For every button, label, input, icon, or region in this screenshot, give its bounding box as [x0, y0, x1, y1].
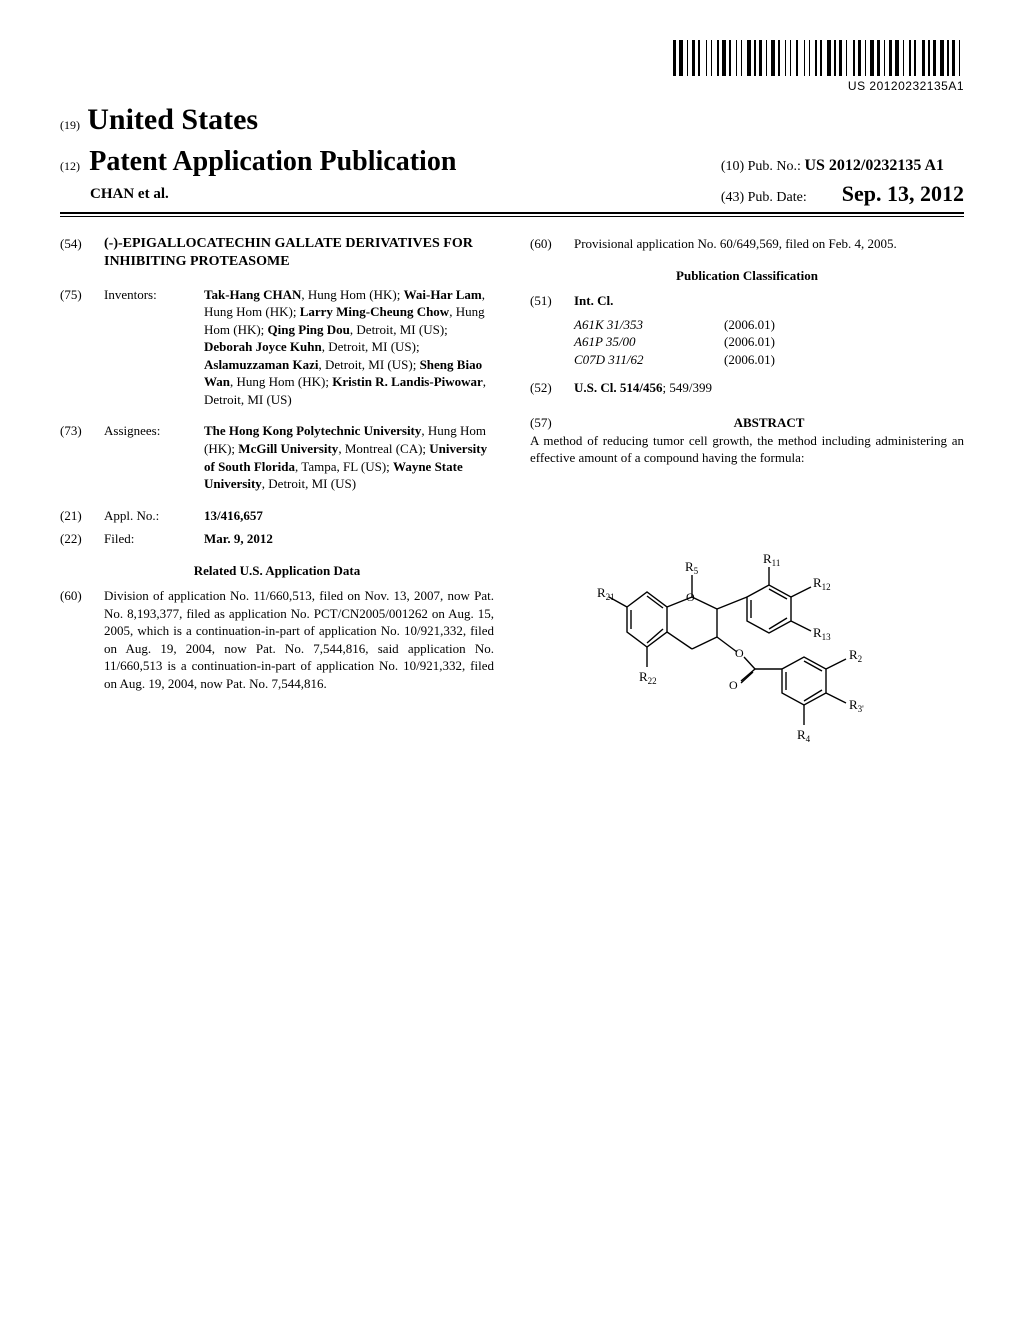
field-57: (57) ABSTRACT	[530, 414, 964, 432]
svg-text:R4: R4	[797, 727, 811, 744]
chemical-structure-diagram: O O O	[597, 497, 897, 757]
right-column: (60) Provisional application No. 60/649,…	[530, 235, 964, 756]
invention-title: (-)-EPIGALLOCATECHIN GALLATE DERIVATIVES…	[104, 235, 494, 271]
barcode-row: US 20120232135A1	[60, 40, 964, 94]
intcl-list: A61K 31/353 (2006.01) A61P 35/00 (2006.01) C…	[574, 316, 964, 369]
intcl-year: (2006.01)	[724, 351, 964, 369]
svg-text:R5: R5	[685, 559, 699, 576]
pub-info: (10) Pub. No.: US 2012/0232135 A1 (43) P…	[721, 155, 964, 209]
field-73: (73) Assignees: The Hong Kong Polytechni…	[60, 422, 494, 492]
related-data-text: Division of application No. 11/660,513, …	[104, 587, 494, 692]
applno-value: 13/416,657	[204, 508, 263, 523]
intcl-year: (2006.01)	[724, 333, 964, 351]
assignees-list: The Hong Kong Polytechnic University, Hu…	[204, 422, 494, 492]
field-22: (22) Filed: Mar. 9, 2012	[60, 530, 494, 548]
code-10: (10)	[721, 159, 744, 174]
provisional-text: Provisional application No. 60/649,569, …	[574, 235, 964, 253]
label-intcl: Int. Cl.	[574, 293, 613, 308]
code-51: (51)	[530, 292, 564, 310]
field-21: (21) Appl. No.: 13/416,657	[60, 507, 494, 525]
uscl-bold: 514/456	[620, 380, 663, 395]
line-19: (19) United States	[60, 100, 964, 141]
related-data-heading: Related U.S. Application Data	[60, 562, 494, 580]
field-60-right: (60) Provisional application No. 60/649,…	[530, 235, 964, 253]
code-75: (75)	[60, 286, 94, 409]
authors-line: CHAN et al.	[90, 184, 456, 204]
left-column: (54) (-)-EPIGALLOCATECHIN GALLATE DERIVA…	[60, 235, 494, 756]
svg-text:R3': R3'	[849, 697, 864, 714]
intcl-code: A61K 31/353	[574, 316, 694, 334]
rule-thick	[60, 212, 964, 214]
publication-type: Patent Application Publication	[89, 146, 456, 177]
inventors-list: Tak-Hang CHAN, Hung Hom (HK); Wai-Har La…	[204, 286, 494, 409]
filed-value: Mar. 9, 2012	[204, 531, 273, 546]
code-60: (60)	[60, 587, 94, 692]
label-filed: Filed:	[104, 530, 194, 548]
rule-thin	[60, 216, 964, 217]
body-columns: (54) (-)-EPIGALLOCATECHIN GALLATE DERIVA…	[60, 235, 964, 756]
svg-text:O: O	[686, 590, 695, 604]
intcl-year: (2006.01)	[724, 316, 964, 334]
pubdate-value: Sep. 13, 2012	[842, 181, 964, 206]
code-57: (57)	[530, 414, 564, 432]
field-75: (75) Inventors: Tak-Hang CHAN, Hung Hom …	[60, 286, 494, 409]
code-60b: (60)	[530, 235, 564, 253]
uscl-rest: ; 549/399	[663, 380, 712, 395]
svg-text:R13: R13	[813, 625, 831, 642]
label-applno: Appl. No.:	[104, 507, 194, 525]
pubdate-label: Pub. Date:	[748, 190, 807, 205]
label-uscl: U.S. Cl.	[574, 380, 617, 395]
intcl-code: C07D 311/62	[574, 351, 694, 369]
pub-no-line: (10) Pub. No.: US 2012/0232135 A1	[721, 155, 964, 177]
authors-text: CHAN et al.	[90, 186, 169, 202]
code-73: (73)	[60, 422, 94, 492]
intcl-code: A61P 35/00	[574, 333, 694, 351]
code-19: (19)	[60, 118, 80, 132]
code-12: (12)	[60, 159, 80, 173]
svg-text:O: O	[735, 646, 744, 660]
svg-text:R21: R21	[597, 585, 615, 602]
country-name: United States	[87, 103, 258, 136]
pub-type-block: (12) Patent Application Publication CHAN…	[60, 143, 456, 205]
code-52: (52)	[530, 379, 564, 397]
code-21: (21)	[60, 507, 94, 525]
code-54: (54)	[60, 235, 94, 271]
titles-row: (12) Patent Application Publication CHAN…	[60, 143, 964, 209]
code-22: (22)	[60, 530, 94, 548]
field-60-left: (60) Division of application No. 11/660,…	[60, 587, 494, 692]
field-52: (52) U.S. Cl. 514/456; 549/399	[530, 379, 964, 397]
uscl-line: U.S. Cl. 514/456; 549/399	[574, 379, 712, 397]
label-assignees: Assignees:	[104, 422, 194, 492]
pubno-label: Pub. No.:	[748, 159, 801, 174]
svg-text:O: O	[729, 678, 738, 692]
field-54: (54) (-)-EPIGALLOCATECHIN GALLATE DERIVA…	[60, 235, 494, 271]
svg-text:R11: R11	[763, 551, 780, 568]
label-inventors: Inventors:	[104, 286, 194, 409]
patent-header: (19) United States (12) Patent Applicati…	[60, 100, 964, 208]
barcode-block: US 20120232135A1	[673, 40, 964, 94]
barcode-icon	[673, 40, 964, 76]
barcode-number: US 20120232135A1	[673, 78, 964, 94]
pub-classification-heading: Publication Classification	[530, 267, 964, 285]
field-51: (51) Int. Cl.	[530, 292, 964, 310]
svg-text:R12: R12	[813, 575, 831, 592]
abstract-heading: ABSTRACT	[734, 415, 805, 430]
code-43: (43)	[721, 190, 744, 205]
svg-text:R2: R2	[849, 647, 862, 664]
pub-date-line: (43) Pub. Date: Sep. 13, 2012	[721, 179, 964, 209]
svg-text:R22: R22	[639, 669, 657, 686]
pubno-value: US 2012/0232135 A1	[804, 157, 944, 174]
abstract-text: A method of reducing tumor cell growth, …	[530, 432, 964, 467]
